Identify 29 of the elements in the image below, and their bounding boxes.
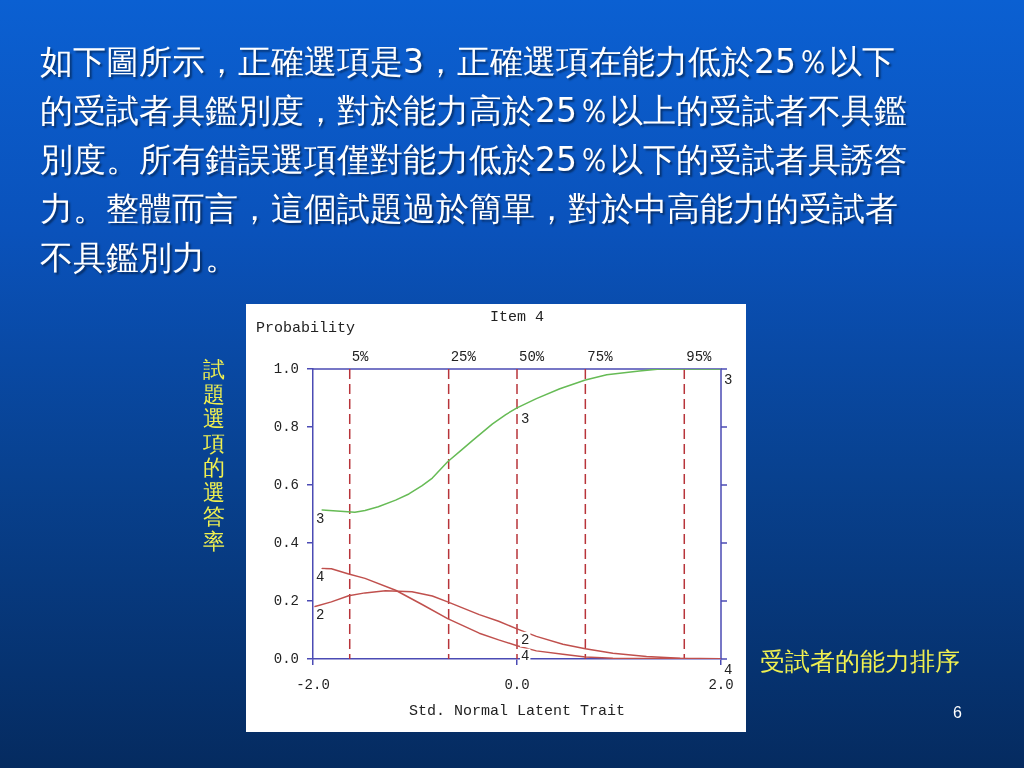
y-tick-label: 0.6 — [273, 476, 299, 493]
text: 如下圖所示，正確選項是3，正確選項在能力低於25％以下的受試者具鑑別度，對於能力高於25％以上的受試者不具鑑別度。所有錯誤選項僅對能力低於25％以下的受試者具誘答力。整體而言，這個試題過於簡單，對於中高能力的受試者不具鑑別力。 — [40, 41, 908, 279]
annotation: 95% — [686, 348, 713, 365]
text: 3 — [723, 371, 733, 388]
text: 6 — [953, 703, 962, 723]
annotation: 50% — [519, 348, 545, 365]
x-tick-label: 2.0 — [708, 677, 734, 694]
series-label: 4 — [521, 648, 530, 665]
text: 試題選項的選答率 — [202, 357, 226, 554]
y-axis-title: Probability — [256, 319, 356, 337]
y-tick-label: 0.4 — [273, 534, 299, 551]
annotation: 75% — [587, 348, 614, 365]
text: 4 — [316, 569, 325, 586]
x-axis-title: Std. Normal Latent Trait — [408, 702, 626, 720]
text: 4 — [723, 661, 733, 678]
y-tick-label: 1.0 — [273, 360, 299, 377]
annotation: 25% — [450, 348, 477, 365]
text: 受試者的能力排序 — [760, 647, 960, 677]
series-label: 3 — [316, 510, 325, 527]
annotation: 5% — [351, 348, 370, 365]
text: 2 — [521, 631, 530, 648]
text: 3 — [521, 410, 530, 427]
y-tick-label: 0.8 — [273, 418, 299, 435]
series-label: 2 — [316, 607, 325, 624]
x-tick-label: -2.0 — [296, 677, 330, 694]
chart-title: Item 4 — [489, 308, 545, 326]
y-tick-label: 0.0 — [273, 650, 299, 667]
y-tick-label: 0.2 — [273, 592, 299, 609]
x-tick-label: 0.0 — [504, 677, 530, 694]
